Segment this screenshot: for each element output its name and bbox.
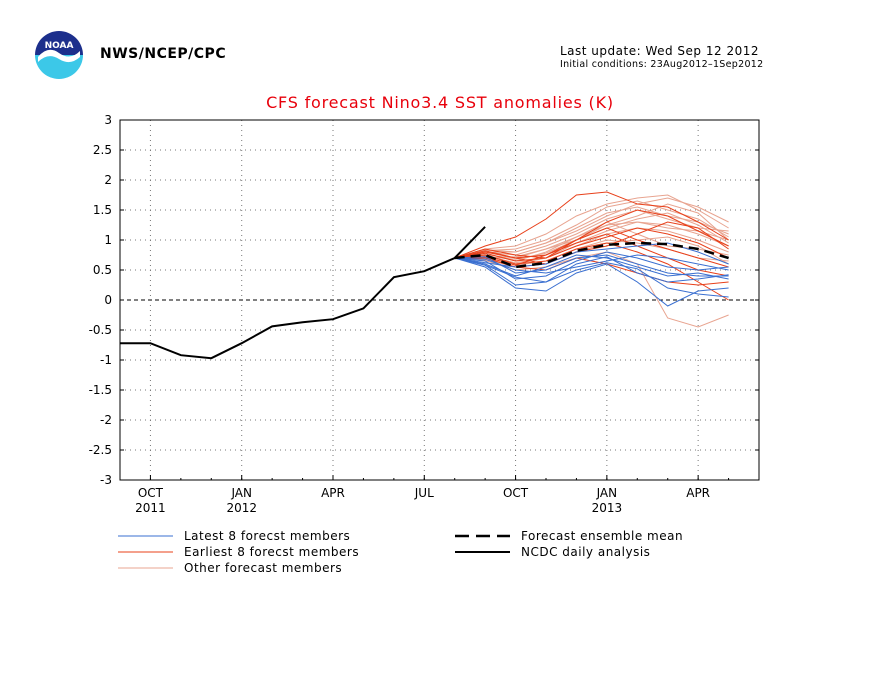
legend-label-obs: NCDC daily analysis [521,545,650,559]
forecast-member-earliest [454,227,729,268]
y-tick-label: -3 [100,473,112,487]
x-tick-year-label: 2012 [226,501,257,515]
y-tick-label: 3 [104,113,112,127]
forecast-member-latest [454,257,729,298]
forecast-member-latest [454,242,729,268]
svg-text:NOAA: NOAA [45,41,74,51]
data-layer [120,191,729,360]
forecast-member-earliest [454,257,729,286]
forecast-member-earliest [454,209,729,259]
y-tick-label: -1.5 [89,383,112,397]
y-tick-label: -2 [100,413,112,427]
forecast-member-latest [454,254,729,280]
forecast-member-latest [454,256,729,286]
x-tick-label: JUL [414,486,434,500]
forecast-member-earliest [454,233,729,277]
last-update-label: Last update: Wed Sep 12 2012 [560,44,759,58]
y-tick-label: -1 [100,353,112,367]
forecast-member-earliest [454,242,729,301]
forecast-member-other [454,197,729,259]
y-tick-label: 1 [104,233,112,247]
y-tick-label: -0.5 [89,323,112,337]
x-tick-label: JAN [596,486,618,500]
noaa-logo-icon: NOAA [35,31,83,79]
forecast-member-earliest [454,221,729,265]
legend-label-latest: Latest 8 forecst members [184,529,350,543]
chart-title: CFS forecast Nino3.4 SST anomalies (K) [266,93,614,112]
forecast-member-other [454,203,729,259]
x-tick-label: APR [321,486,345,500]
forecast-member-earliest [454,191,729,259]
legend-label-earliest: Earliest 8 forecst members [184,545,359,559]
legend-label-mean: Forecast ensemble mean [521,529,683,543]
legend: Latest 8 forecst members Earliest 8 forec… [118,529,683,575]
ncdc-analysis-line [120,226,486,360]
forecast-member-latest [454,257,729,307]
forecast-member-other [454,236,729,268]
legend-label-other: Other forecast members [184,561,342,575]
y-tick-label: 2.5 [93,143,112,157]
x-tick-label: OCT [503,486,529,500]
y-tick-label: 0.5 [93,263,112,277]
y-tick-label: -2.5 [89,443,112,457]
x-tick-label: JAN [230,486,252,500]
y-tick-label: 2 [104,173,112,187]
org-label: NWS/NCEP/CPC [100,46,227,62]
initial-conditions-label: Initial conditions: 23Aug2012–1Sep2012 [560,59,764,70]
axis-layer: 32.521.510.50-0.5-1-1.5-2-2.5-3OCT2011JA… [89,113,760,515]
x-tick-label: APR [686,486,710,500]
forecast-member-earliest [454,227,729,259]
x-tick-year-label: 2011 [135,501,166,515]
x-tick-label: OCT [138,486,164,500]
x-tick-year-label: 2013 [592,501,623,515]
plot-frame [119,119,760,481]
grid-layer [120,120,759,480]
y-tick-label: 0 [104,293,112,307]
y-tick-label: 1.5 [93,203,112,217]
